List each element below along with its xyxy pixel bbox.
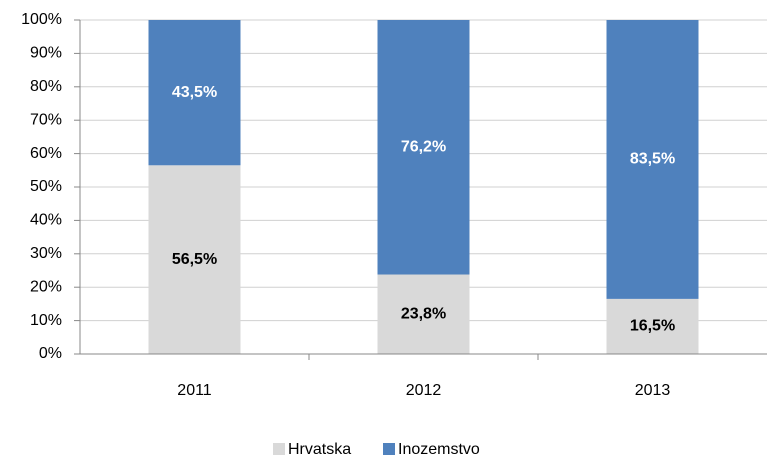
y-tick-label: 30% bbox=[30, 245, 62, 262]
y-tick-label: 100% bbox=[21, 11, 62, 28]
y-tick-label: 70% bbox=[30, 111, 62, 128]
bar-segment bbox=[606, 20, 699, 299]
legend-swatch bbox=[383, 443, 395, 455]
y-tick-label: 10% bbox=[30, 312, 62, 329]
y-tick-label: 20% bbox=[30, 278, 62, 295]
y-tick-label: 40% bbox=[30, 212, 62, 229]
x-tick-label: 2012 bbox=[406, 382, 442, 399]
value-label: 76,2% bbox=[401, 138, 446, 155]
y-tick-label: 0% bbox=[39, 345, 62, 362]
x-tick-label: 2013 bbox=[635, 382, 671, 399]
legend-label: Hrvatska bbox=[288, 441, 351, 458]
value-label: 16,5% bbox=[630, 318, 675, 335]
bar-segment bbox=[148, 165, 241, 354]
x-tick-label: 2011 bbox=[177, 382, 212, 399]
bar-segment bbox=[148, 20, 241, 166]
value-label: 83,5% bbox=[630, 151, 675, 168]
value-label: 43,5% bbox=[172, 84, 217, 101]
value-label: 23,8% bbox=[401, 305, 446, 322]
value-label: 56,5% bbox=[172, 251, 217, 268]
y-tick-label: 80% bbox=[30, 78, 62, 95]
bar-segment bbox=[377, 274, 470, 354]
y-tick-label: 50% bbox=[30, 178, 62, 195]
bar-segment bbox=[606, 298, 699, 354]
bar-segment bbox=[377, 20, 470, 275]
legend-swatch bbox=[273, 443, 285, 455]
legend-label: Inozemstvo bbox=[398, 441, 480, 458]
y-tick-label: 60% bbox=[30, 145, 62, 162]
y-tick-label: 90% bbox=[30, 45, 62, 62]
